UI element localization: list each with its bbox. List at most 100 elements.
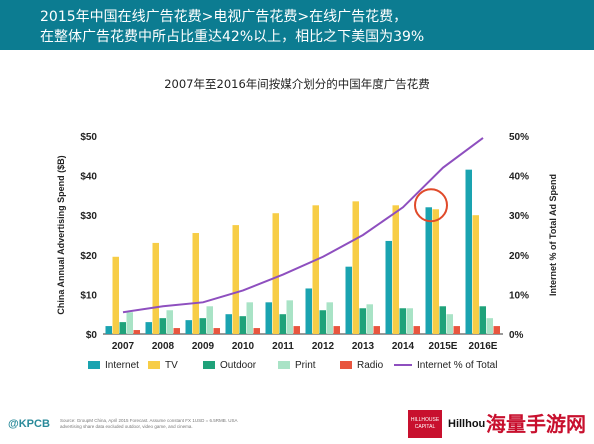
brand-watermark: 海量手游网 [486, 412, 586, 436]
y-tick-label: $40 [80, 172, 97, 183]
bar-radio-2015E [453, 326, 460, 334]
kpcb-logo: @KPCB [8, 418, 50, 430]
bar-outdoor-2015E [439, 306, 446, 334]
bar-radio-2012 [333, 326, 340, 334]
bar-tv-2013 [352, 201, 359, 334]
bar-radio-2007 [133, 330, 140, 334]
y-tick-label: $30 [80, 211, 97, 222]
y-tick-label: $10 [80, 290, 97, 301]
bar-tv-2012 [312, 205, 319, 334]
y2-tick-label: 10% [509, 290, 529, 301]
bar-tv-2016E [472, 215, 479, 334]
y-tick-label: $50 [80, 132, 97, 143]
bar-outdoor-2012 [319, 310, 326, 334]
bar-print-2007 [126, 312, 133, 334]
hillhouse-text: Hillhou [448, 418, 486, 430]
y2-tick-label: 20% [509, 251, 529, 262]
bar-print-2012 [326, 302, 333, 334]
bar-tv-2011 [272, 213, 279, 334]
source-note: Source: GroupM China, April 2015 Forecas… [60, 418, 238, 429]
legend-swatch [88, 361, 100, 370]
x-tick-label: 2008 [152, 341, 175, 352]
legend-item-outdoor: Outdoor [203, 360, 256, 371]
legend-label: Outdoor [220, 360, 257, 371]
bar-radio-2011 [293, 326, 300, 334]
bar-tv-2010 [232, 225, 239, 334]
bar-tv-2007 [112, 256, 119, 334]
legend-swatch [340, 361, 352, 370]
bar-internet-2015E [425, 207, 432, 334]
bar-print-2010 [246, 302, 253, 334]
line-internet-pct [122, 137, 484, 314]
y-axis-label: China Annual Advertising Spend ($B) [56, 155, 66, 314]
y2-tick-label: 0% [509, 330, 524, 341]
y-tick-label: $0 [86, 330, 98, 341]
bar-internet-2011 [265, 302, 272, 334]
bar-print-2009 [206, 306, 213, 334]
bar-outdoor-2007 [119, 322, 126, 334]
legend-item-internet: Internet [88, 360, 139, 371]
legend-label: Print [295, 360, 316, 371]
bar-print-2015E [446, 314, 453, 334]
legend-label: Internet [105, 360, 139, 371]
legend-swatch [148, 361, 160, 370]
legend-swatch [278, 361, 290, 370]
legend-label: TV [165, 360, 178, 371]
highlight-circle [414, 188, 448, 223]
bar-radio-2014 [413, 326, 420, 334]
header-line-1: 2015年中国在线广告花费>电视广告花费>在线广告花费， [40, 9, 408, 25]
x-tick-label: 2012 [312, 341, 335, 352]
legend-item-radio: Radio [340, 360, 383, 371]
x-tick-label: 2014 [392, 341, 415, 352]
y2-tick-label: 40% [509, 172, 529, 183]
bar-outdoor-2014 [399, 308, 406, 334]
chart-title: 2007年至2016年间按媒介划分的中国年度广告花费 [164, 77, 430, 91]
legend-swatch [394, 364, 412, 367]
bar-tv-2009 [192, 233, 199, 334]
y-tick-label: $20 [80, 251, 97, 262]
bar-outdoor-2008 [159, 318, 166, 334]
bar-radio-2013 [373, 326, 380, 334]
bar-tv-2015E [432, 209, 439, 334]
bar-outdoor-2010 [239, 316, 246, 334]
x-tick-label: 2010 [232, 341, 255, 352]
bar-print-2008 [166, 310, 173, 334]
bar-print-2011 [286, 300, 293, 334]
x-tick-label: 2016E [469, 341, 498, 352]
bar-print-2014 [406, 308, 413, 334]
bar-outdoor-2016E [479, 306, 486, 334]
legend-swatch [203, 361, 215, 370]
bar-outdoor-2011 [279, 314, 286, 334]
bar-radio-2008 [173, 328, 180, 334]
legend-label: Radio [357, 360, 384, 371]
bar-radio-2010 [253, 328, 260, 334]
bar-print-2013 [366, 304, 373, 334]
y2-tick-label: 30% [509, 211, 529, 222]
legend-label: Internet % of Total [417, 360, 498, 371]
bar-internet-2013 [345, 266, 352, 334]
bar-internet-2014 [385, 240, 392, 334]
bar-tv-2014 [392, 205, 399, 334]
bar-print-2016E [486, 318, 493, 334]
bar-internet-2007 [105, 326, 112, 334]
hillhouse-badge: HILLHOUSE CAPITAL [408, 410, 442, 438]
header-line-2: 在整体广告花费中所占比重达42%以上，相比之下美国为39% [40, 29, 425, 45]
legend-item-internet-of-total: Internet % of Total [394, 360, 497, 371]
x-tick-label: 2009 [192, 341, 215, 352]
legend-item-print: Print [278, 360, 316, 371]
bar-internet-2008 [145, 322, 152, 334]
x-tick-label: 2013 [352, 341, 375, 352]
bar-internet-2010 [225, 314, 232, 334]
bar-radio-2016E [493, 326, 500, 334]
bar-internet-2016E [465, 169, 472, 334]
bar-outdoor-2013 [359, 308, 366, 334]
y2-tick-label: 50% [509, 132, 529, 143]
bar-outdoor-2009 [199, 318, 206, 334]
bar-internet-2012 [305, 288, 312, 334]
x-tick-label: 2015E [429, 341, 458, 352]
y2-axis-label: Internet % of Total Ad Spend [548, 174, 558, 296]
x-tick-label: 2007 [112, 341, 135, 352]
x-tick-label: 2011 [272, 341, 294, 352]
bar-internet-2009 [185, 320, 192, 334]
